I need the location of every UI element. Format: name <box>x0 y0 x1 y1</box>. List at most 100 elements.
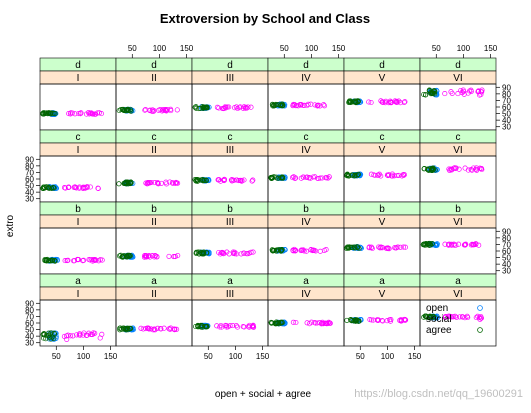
point-social <box>169 180 175 186</box>
point-agree <box>355 171 361 177</box>
point-agree <box>118 106 124 113</box>
point-agree <box>121 180 128 186</box>
point-social <box>463 241 469 247</box>
point-social <box>163 181 170 187</box>
panel-d-IV: d IV <box>267 57 345 131</box>
x-tick-label: 150 <box>104 352 118 361</box>
point-agree <box>421 166 427 172</box>
point-social <box>379 99 385 105</box>
x-axis-label: open + social + agree <box>215 389 312 400</box>
point-social <box>470 242 476 248</box>
point-agree <box>423 313 429 319</box>
point-agree <box>352 172 358 178</box>
x-tick-label: 50 <box>432 44 441 53</box>
point-open <box>206 249 212 255</box>
point-social <box>145 181 151 187</box>
point-social <box>401 99 407 105</box>
panel-a-II: a II <box>115 273 193 347</box>
point-social <box>300 247 306 253</box>
panel-plot-area <box>39 83 117 131</box>
strip-school-label: III <box>226 73 234 84</box>
point-agree <box>50 185 56 191</box>
point-social <box>308 247 314 253</box>
point-social <box>152 327 158 333</box>
point-social <box>442 91 448 97</box>
point-social <box>156 107 162 113</box>
point-social <box>400 244 407 250</box>
point-agree <box>355 99 361 105</box>
x-tick-label: 150 <box>256 352 270 361</box>
point-social <box>161 325 167 331</box>
point-social <box>142 252 148 259</box>
point-social <box>151 254 157 260</box>
point-social <box>88 331 94 337</box>
point-social <box>64 336 70 342</box>
point-agree <box>192 104 198 110</box>
point-agree <box>424 314 430 320</box>
point-social <box>323 175 329 181</box>
point-social <box>303 174 309 181</box>
point-social <box>150 108 157 114</box>
point-social <box>310 174 316 180</box>
point-social <box>453 165 459 171</box>
strip-class-label: c <box>76 132 81 143</box>
point-social <box>175 252 181 259</box>
point-social <box>319 175 325 181</box>
point-social <box>171 327 178 333</box>
point-social <box>87 184 93 190</box>
strip-class-label: a <box>75 276 81 287</box>
point-social <box>71 258 78 264</box>
point-social <box>158 326 164 332</box>
point-agree <box>273 319 279 325</box>
point-social <box>228 177 234 183</box>
point-social <box>449 242 455 248</box>
point-agree <box>346 245 352 251</box>
point-social <box>326 174 332 180</box>
point-social <box>384 245 391 251</box>
panel-c-II: c II <box>115 129 193 203</box>
panel-plot-area <box>419 155 497 203</box>
strip-class-label: c <box>380 132 385 143</box>
strip-class-label: a <box>455 276 461 287</box>
point-social <box>220 106 227 112</box>
strip-school-label: V <box>379 73 386 84</box>
strip-class-label: c <box>152 132 157 143</box>
point-agree <box>423 241 429 247</box>
strip-school-label: III <box>226 145 234 156</box>
point-social <box>317 175 323 181</box>
strip-class-label: b <box>455 204 461 215</box>
y-tick-label: 30 <box>502 267 511 276</box>
strip-school-label: V <box>379 145 386 156</box>
panel-plot-area <box>343 155 421 203</box>
strip-class-label: d <box>75 60 81 71</box>
point-social <box>140 326 146 332</box>
point-social <box>462 165 468 171</box>
point-social <box>476 88 482 94</box>
point-social <box>233 323 239 329</box>
point-social <box>75 257 81 263</box>
panel-d-VI: d VI <box>419 57 497 131</box>
point-agree <box>430 314 436 320</box>
panel-b-I: bI <box>39 201 117 275</box>
panel-b-VI: b VI <box>419 201 497 275</box>
point-social <box>62 258 68 264</box>
point-social <box>92 111 99 117</box>
point-agree <box>195 177 201 183</box>
point-social <box>155 179 161 186</box>
point-social <box>71 184 77 190</box>
point-agree <box>280 174 286 180</box>
point-agree <box>280 102 286 108</box>
point-social <box>388 317 394 323</box>
point-agree <box>45 111 51 117</box>
point-social <box>375 172 382 178</box>
point-social <box>219 324 225 330</box>
point-social <box>298 247 305 253</box>
point-agree <box>268 174 274 181</box>
point-agree <box>427 242 433 248</box>
y-tick-label: 40 <box>25 188 34 197</box>
x-tick-label: 100 <box>381 352 395 361</box>
point-social <box>99 331 105 337</box>
point-social <box>143 106 149 113</box>
point-agree <box>349 172 355 178</box>
